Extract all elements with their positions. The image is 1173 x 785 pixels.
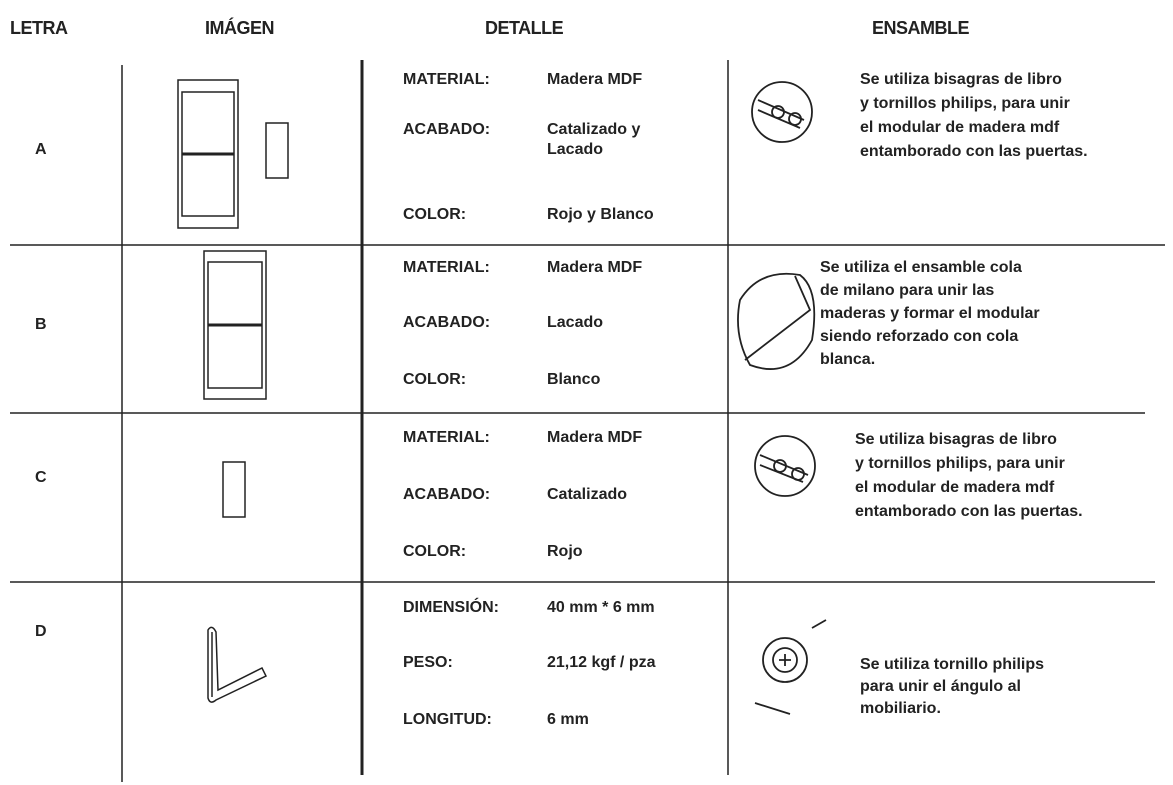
assembly-text: entamborado con las puertas. bbox=[860, 143, 1088, 160]
detail-label: COLOR: bbox=[403, 206, 467, 223]
assembly-text: maderas y formar el modular bbox=[820, 305, 1040, 322]
row-letter: B bbox=[35, 316, 47, 333]
assembly-text: Se utiliza bisagras de libro bbox=[860, 71, 1062, 88]
detail-value: Madera MDF bbox=[547, 259, 643, 276]
detail-label: ACABADO: bbox=[403, 486, 491, 503]
detail-label: MATERIAL: bbox=[403, 71, 490, 88]
column-header: IMÁGEN bbox=[205, 18, 275, 38]
assembly-text: el modular de madera mdf bbox=[855, 479, 1055, 496]
detail-value: 40 mm * 6 mm bbox=[547, 599, 655, 616]
detail-label: LONGITUD: bbox=[403, 711, 492, 728]
detail-label: DIMENSIÓN: bbox=[403, 599, 499, 616]
detail-value: Catalizado bbox=[547, 486, 628, 503]
row-letter: A bbox=[35, 141, 47, 158]
assembly-text: Se utiliza el ensamble cola bbox=[820, 259, 1022, 276]
detail-label: MATERIAL: bbox=[403, 259, 490, 276]
detail-value: Rojo bbox=[547, 543, 583, 560]
detail-label: COLOR: bbox=[403, 371, 467, 388]
detail-label: PESO: bbox=[403, 654, 453, 671]
detail-label: ACABADO: bbox=[403, 314, 491, 331]
detail-value: Blanco bbox=[547, 371, 601, 388]
row-letter: D bbox=[35, 623, 47, 640]
detail-value: Catalizado y Lacado bbox=[547, 121, 641, 158]
detail-value: Rojo y Blanco bbox=[547, 206, 654, 223]
detail-value: Madera MDF bbox=[547, 429, 643, 446]
assembly-text: Se utiliza tornillo philips bbox=[860, 656, 1045, 673]
assembly-text: el modular de madera mdf bbox=[860, 119, 1060, 136]
detail-label: ACABADO: bbox=[403, 121, 491, 138]
detail-label: COLOR: bbox=[403, 543, 467, 560]
detail-value: Lacado bbox=[547, 314, 604, 331]
assembly-text: entamborado con las puertas. bbox=[855, 503, 1083, 520]
assembly-text: y tornillos philips, para unir bbox=[855, 455, 1065, 472]
column-header: LETRA bbox=[10, 18, 68, 38]
detail-label: MATERIAL: bbox=[403, 429, 490, 446]
column-header: DETALLE bbox=[485, 18, 564, 38]
row-letter: C bbox=[35, 469, 47, 486]
column-header: ENSAMBLE bbox=[872, 18, 970, 38]
assembly-text: para unir el ángulo al bbox=[860, 678, 1021, 695]
assembly-text: mobiliario. bbox=[860, 700, 941, 717]
detail-value: 21,12 kgf / pza bbox=[547, 654, 656, 671]
detail-value: 6 mm bbox=[547, 711, 589, 728]
assembly-text: y tornillos philips, para unir bbox=[860, 95, 1070, 112]
assembly-text: blanca. bbox=[820, 351, 876, 368]
detail-value: Madera MDF bbox=[547, 71, 643, 88]
assembly-text: de milano para unir las bbox=[820, 282, 995, 299]
assembly-text: Se utiliza bisagras de libro bbox=[855, 431, 1057, 448]
assembly-text: siendo reforzado con cola bbox=[820, 328, 1019, 345]
